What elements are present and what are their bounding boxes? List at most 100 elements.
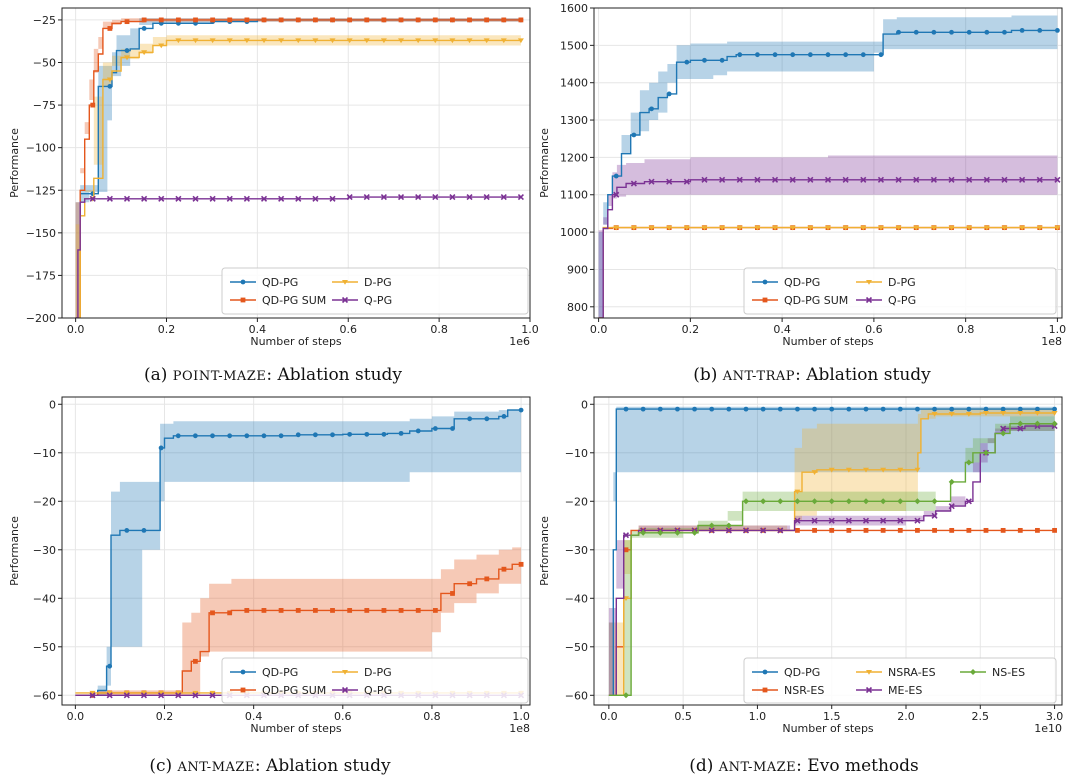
chart-3-point-qd-pg-15 (330, 432, 335, 438)
chart-1-ytick-label-1: −175 (26, 269, 56, 282)
chart-4-xtick-label-4: 2.0 (897, 710, 915, 723)
chart-3-point-d-pg-3 (123, 690, 130, 696)
chart-4-point-nsra-es-19 (931, 411, 938, 417)
chart-4-point-me-es-12 (811, 517, 818, 524)
chart-4-point-nsr-es-17 (897, 527, 903, 533)
chart-2-point-qd-pg-14 (843, 52, 849, 58)
chart-1-point-q-pg-11 (260, 195, 268, 202)
chart-4-point-me-es-17 (897, 517, 904, 524)
chart-4-point-ns-es-18 (914, 498, 921, 505)
chart-1-point-qd-pg-sum-5 (158, 17, 164, 23)
chart-3-point-qd-pg-sum-18 (381, 608, 387, 613)
chart-4-point-qd-pg-11 (795, 406, 800, 412)
chart-4-point-ns-es-20 (948, 478, 955, 485)
chart-4-point-qd-pg-19 (932, 406, 937, 412)
chart-3-point-d-pg-7 (192, 690, 199, 696)
chart-4-point-qd-pg-26 (1052, 406, 1057, 412)
chart-2-point-d-pg-9 (754, 225, 761, 231)
chart-1-point-qd-pg-4 (141, 26, 147, 31)
chart-2-point-q-pg-14 (842, 176, 849, 183)
chart-2-ytick-label-4: 1200 (560, 151, 588, 164)
chart-1-point-qd-pg-sum-12 (278, 17, 284, 23)
chart-1-point-q-pg-24 (483, 194, 490, 201)
chart-2-xtick-label-3: 0.6 (865, 323, 883, 336)
chart-4-point-qd-pg-4 (675, 406, 680, 412)
chart-1-point-q-pg-4 (141, 195, 148, 202)
chart-2-point-d-pg-26 (1054, 225, 1061, 231)
chart-1-point-qd-pg-sum-20 (415, 17, 421, 23)
chart-1-legend-box (221, 267, 529, 315)
chart-3-point-qd-pg-11 (261, 433, 267, 439)
chart-4-point-ns-es-12 (811, 498, 818, 505)
chart-1-legend-label-d-pg: D-PG (364, 276, 392, 289)
chart-4-point-ns-es-2 (640, 529, 647, 536)
chart-3-point-qd-pg-24 (484, 416, 490, 422)
chart-3-point-d-pg-2 (106, 690, 113, 696)
chart-1-point-q-pg-15 (329, 195, 336, 202)
chart-3-xtick-label-0: 0.0 (67, 710, 85, 723)
chart-2-point-q-pg-15 (860, 176, 867, 183)
chart-4-point-ns-es-23 (1000, 430, 1007, 437)
chart-4-legend-marker-me-es (865, 686, 873, 694)
chart-3-legend-box (221, 657, 529, 704)
chart-4-point-nsra-es-26 (1051, 411, 1058, 416)
chart-3-ytick-label-5: −10 (33, 447, 56, 460)
chart-1-point-q-pg-6 (175, 195, 182, 202)
chart-1-legend-label-qd-pg-sum: QD-PG SUM (262, 294, 326, 307)
chart-4: 0.0 0.5 1.0 1.5 2.0 2.5 3.0 −60 −50 −40 −30 −20 −10 0… (538, 396, 1063, 776)
chart-2-point-q-pg-10 (771, 176, 779, 183)
chart-2-point-q-pg-9 (754, 176, 761, 183)
chart-2-ytick-label-2: 1000 (560, 226, 588, 239)
chart-1-x-multiplier: 1e6 (509, 335, 530, 348)
chart-4-point-qd-pg-9 (760, 406, 766, 412)
chart-1-point-d-pg-4 (141, 50, 148, 56)
chart-4-point-nsr-es-21 (966, 527, 972, 533)
chart-2-point-qd-pg-26 (1055, 28, 1060, 33)
chart-3-caption-rest: : Ablation study (255, 756, 391, 776)
chart-4-point-ns-es-4 (674, 529, 681, 536)
chart-1-point-d-pg-10 (243, 38, 250, 44)
chart-2-point-d-pg-25 (1036, 225, 1043, 231)
chart-2-point-qd-pg-5 (684, 59, 690, 65)
chart-4-xtick-label-2: 1.0 (749, 710, 767, 723)
chart-4-point-ns-es-11 (794, 498, 801, 505)
chart-3-point-qd-pg-sum-16 (347, 608, 353, 613)
chart-2-point-q-pg-11 (789, 176, 796, 183)
chart-3-legend-label-qd-pg: QD-PG (262, 666, 298, 679)
chart-1-point-d-pg-12 (278, 38, 285, 44)
chart-3-series (75, 407, 525, 699)
chart-2-point-qd-pg-4 (666, 91, 672, 97)
chart-1-point-qd-pg-sum-16 (347, 17, 353, 23)
chart-2-point-qd-pg-23 (1002, 29, 1007, 35)
chart-3-legend-marker-qd-pg-sum (240, 687, 246, 693)
chart-1-xtick-label-4: 0.8 (430, 323, 448, 336)
chart-2-point-d-pg-21 (966, 225, 973, 231)
chart-4-point-ns-es-26 (1051, 420, 1058, 427)
chart-4-point-nsra-es-23 (1000, 411, 1007, 416)
chart-1-point-qd-pg-sum-18 (381, 17, 387, 23)
chart-3-point-qd-pg-sum-9 (227, 610, 233, 616)
chart-1-point-d-pg-26 (517, 38, 524, 44)
chart-3-ytick-label-3: −30 (33, 544, 56, 557)
chart-2-point-qd-pg-24 (1019, 28, 1025, 33)
chart-1-legend-marker-qd-pg-sum (240, 297, 246, 303)
chart-1-ytick-label-6: −50 (33, 57, 56, 70)
chart-4-point-nsr-es-25 (1035, 527, 1040, 533)
chart-3-xlabel: Number of steps (250, 722, 342, 735)
chart-2-legend-marker-d-pg (866, 280, 872, 285)
chart-3-point-d-pg-1 (89, 690, 96, 696)
chart-4-ytick-label-2: −40 (565, 592, 588, 605)
chart-2-point-q-pg-2 (630, 180, 637, 187)
chart-4-line-ns-es (608, 423, 1055, 696)
chart-1-band-qd-pg (75, 18, 521, 318)
chart-1-point-d-pg-2 (106, 77, 113, 83)
chart-3-line-qd-pg (75, 409, 522, 696)
chart-2-point-q-pg-18 (913, 176, 920, 183)
chart-4-point-ns-es-6 (708, 522, 715, 529)
chart-4-point-me-es-15 (862, 517, 870, 524)
chart-1-point-qd-pg-sum-1 (90, 102, 96, 108)
chart-4-x-multiplier: 1e10 (1034, 722, 1062, 735)
chart-4-legend-marker-nsr-es (762, 687, 768, 693)
chart-3-point-qd-pg-16 (347, 431, 353, 437)
chart-4-point-nsra-es-15 (863, 467, 869, 473)
